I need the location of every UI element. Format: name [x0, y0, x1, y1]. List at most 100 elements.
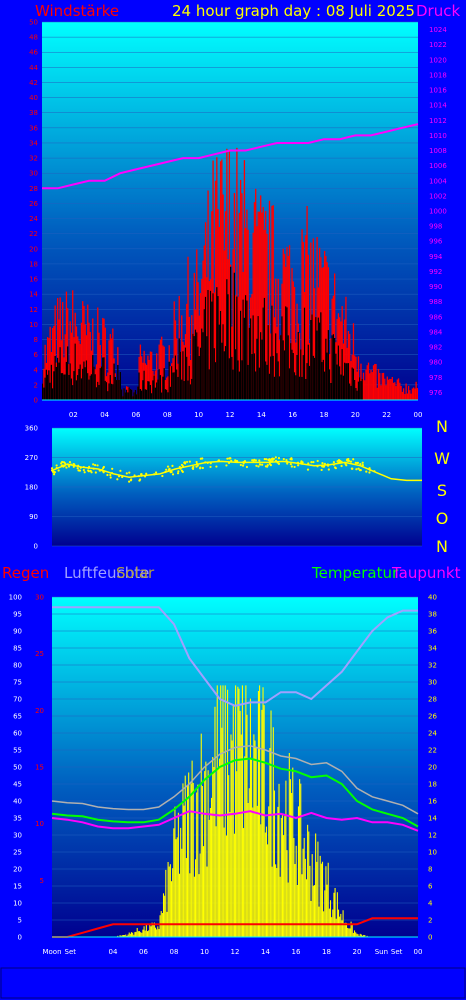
plot1-right-tick: 990 — [429, 283, 442, 291]
plot1-left-tick: 12 — [29, 306, 38, 314]
direction-point — [199, 457, 202, 460]
direction-point — [332, 460, 336, 464]
direction-point — [326, 463, 329, 466]
direction-point — [171, 464, 174, 467]
plot2-left-tick: 180 — [25, 484, 38, 492]
plot1-left-tick: 14 — [29, 291, 38, 299]
plot1-left-tick: 10 — [29, 321, 38, 329]
direction-point — [192, 465, 195, 469]
plot3-x-tick: Sun — [375, 948, 388, 956]
direction-point — [96, 464, 99, 467]
plot3-right-tick: 14 — [428, 815, 437, 823]
plot2-axes: 0 90 180 270 360 — [25, 425, 38, 551]
direction-point — [52, 473, 56, 476]
direction-line — [51, 460, 422, 482]
direction-point — [269, 460, 272, 463]
direction-point — [245, 465, 249, 469]
plot1-right-tick: 1004 — [429, 177, 447, 185]
plot2-series — [50, 456, 422, 483]
plot3-x-tick: 00 — [414, 948, 423, 956]
direction-point — [53, 471, 57, 474]
direction-point — [196, 464, 199, 467]
plot1-left-tick: 6 — [34, 351, 39, 359]
rain-line — [52, 917, 418, 938]
direction-point — [258, 459, 261, 462]
direction-point — [87, 470, 90, 473]
plot3-right-tick: 18 — [428, 781, 437, 789]
plot1-left-tick: 38 — [29, 109, 38, 117]
direction-point — [289, 462, 292, 466]
bottom-status-bar — [0, 967, 466, 999]
plot3-left-tick: 20 — [13, 866, 22, 874]
plot3-left-tick: 80 — [13, 662, 22, 670]
direction-point — [78, 469, 81, 472]
plot1-right-tick: 1018 — [429, 71, 447, 79]
direction-point — [66, 463, 69, 466]
plot3-left-tick: 55 — [13, 747, 22, 755]
plot3-x-tick: Moon — [42, 948, 61, 956]
direction-point — [225, 464, 228, 467]
direction-point — [320, 468, 323, 472]
direction-point — [373, 470, 376, 473]
direction-point — [137, 474, 140, 478]
direction-label-o: O — [436, 509, 449, 528]
direction-point — [227, 461, 231, 464]
direction-point — [270, 460, 274, 463]
dewpoint-label: Taupunkt — [391, 564, 461, 582]
direction-point — [307, 462, 310, 465]
plot3-left-tick: 90 — [13, 628, 22, 636]
direction-label-w: W — [434, 449, 450, 468]
direction-point — [72, 465, 75, 468]
plot1-left-tick: 40 — [29, 94, 38, 102]
plot3-rain-tick: 30 — [35, 594, 44, 602]
direction-point — [321, 465, 324, 468]
plot1-right-tick: 1000 — [429, 208, 447, 216]
direction-point — [236, 459, 239, 463]
direction-point — [92, 467, 95, 470]
plot1-x-tick: 06 — [132, 411, 141, 419]
plot3-series — [51, 606, 419, 938]
plot2-grid — [52, 427, 422, 547]
direction-point — [129, 479, 133, 482]
direction-point — [345, 464, 348, 467]
plot1-left-tick: 44 — [29, 64, 38, 72]
direction-point — [180, 469, 184, 472]
direction-point — [254, 459, 258, 462]
direction-point — [297, 464, 300, 467]
plot1-right-tick: 982 — [429, 344, 442, 352]
direction-point — [168, 467, 171, 470]
plot3-left-tick: 85 — [13, 645, 22, 653]
direction-point — [352, 458, 355, 461]
plot1-right-tick: 1008 — [429, 147, 447, 155]
plot2-left-tick: 90 — [29, 513, 38, 521]
direction-point — [321, 462, 324, 465]
direction-point — [261, 463, 264, 466]
direction-point — [82, 465, 85, 469]
direction-point — [65, 466, 68, 469]
plot3-left-tick: 10 — [13, 900, 22, 908]
plot1-left-tick: 36 — [29, 124, 38, 132]
direction-point — [306, 468, 310, 471]
direction-point — [62, 461, 66, 464]
plot3-left-tick: 60 — [13, 730, 22, 738]
direction-point — [277, 462, 281, 465]
direction-point — [296, 461, 300, 464]
direction-point — [263, 458, 266, 461]
plot1-right-tick: 1002 — [429, 192, 447, 200]
plot3-left-tick: 70 — [13, 696, 22, 704]
direction-point — [242, 460, 245, 464]
plot1-axes: 0246810121416182022242628303234363840424… — [29, 19, 447, 420]
wind-label: Windstärke — [35, 2, 119, 20]
plot3-rain-tick: 10 — [35, 820, 44, 828]
direction-point — [368, 467, 371, 470]
direction-point — [361, 461, 364, 464]
direction-point — [171, 473, 175, 476]
direction-point — [217, 459, 220, 462]
direction-point — [94, 464, 97, 467]
plot3-left-tick: 95 — [13, 611, 22, 619]
plot1-left-tick: 22 — [29, 230, 38, 238]
direction-point — [195, 462, 199, 465]
plot1-right-tick: 986 — [429, 313, 443, 321]
direction-point — [268, 462, 271, 465]
